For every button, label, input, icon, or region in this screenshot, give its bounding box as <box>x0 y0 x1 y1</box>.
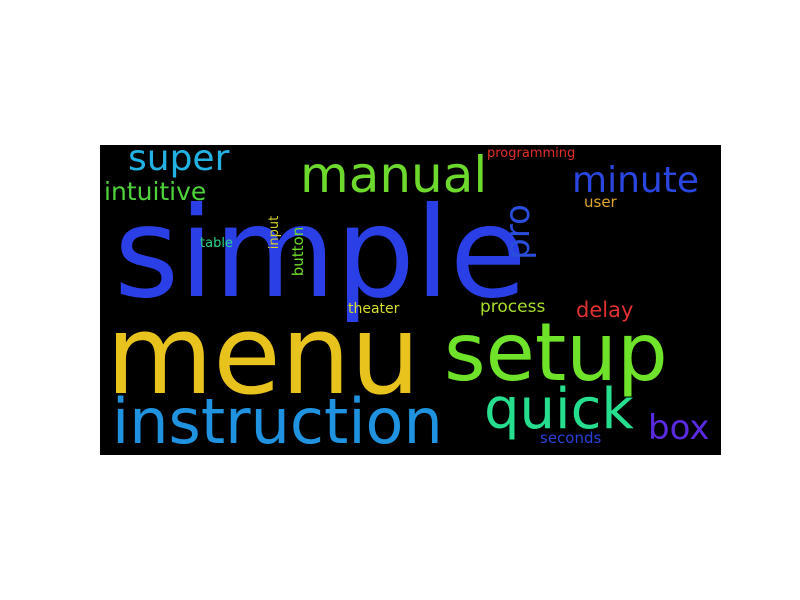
word-cloud: simple menu setup instruction quick manu… <box>100 145 721 455</box>
word-super: super <box>128 145 230 179</box>
word-process: process <box>480 297 546 317</box>
word-menu: menu <box>106 291 421 419</box>
word-setup: setup <box>444 306 668 399</box>
word-manual: manual <box>300 146 488 204</box>
word-instruction: instruction <box>112 385 443 455</box>
word-quick: quick <box>484 377 634 442</box>
word-delay: delay <box>576 298 634 322</box>
word-button: button <box>289 226 308 277</box>
word-intuitive: intuitive <box>104 177 207 206</box>
word-programming: programming <box>487 146 576 161</box>
word-theater: theater <box>348 301 400 317</box>
word-pro: pro <box>497 204 538 260</box>
word-box: box <box>648 408 710 448</box>
word-seconds: seconds <box>540 429 602 447</box>
word-user: user <box>584 193 617 211</box>
word-simple: simple <box>114 181 527 326</box>
word-table: table <box>200 236 233 251</box>
word-input: input <box>267 215 283 250</box>
word-minute: minute <box>572 160 699 201</box>
